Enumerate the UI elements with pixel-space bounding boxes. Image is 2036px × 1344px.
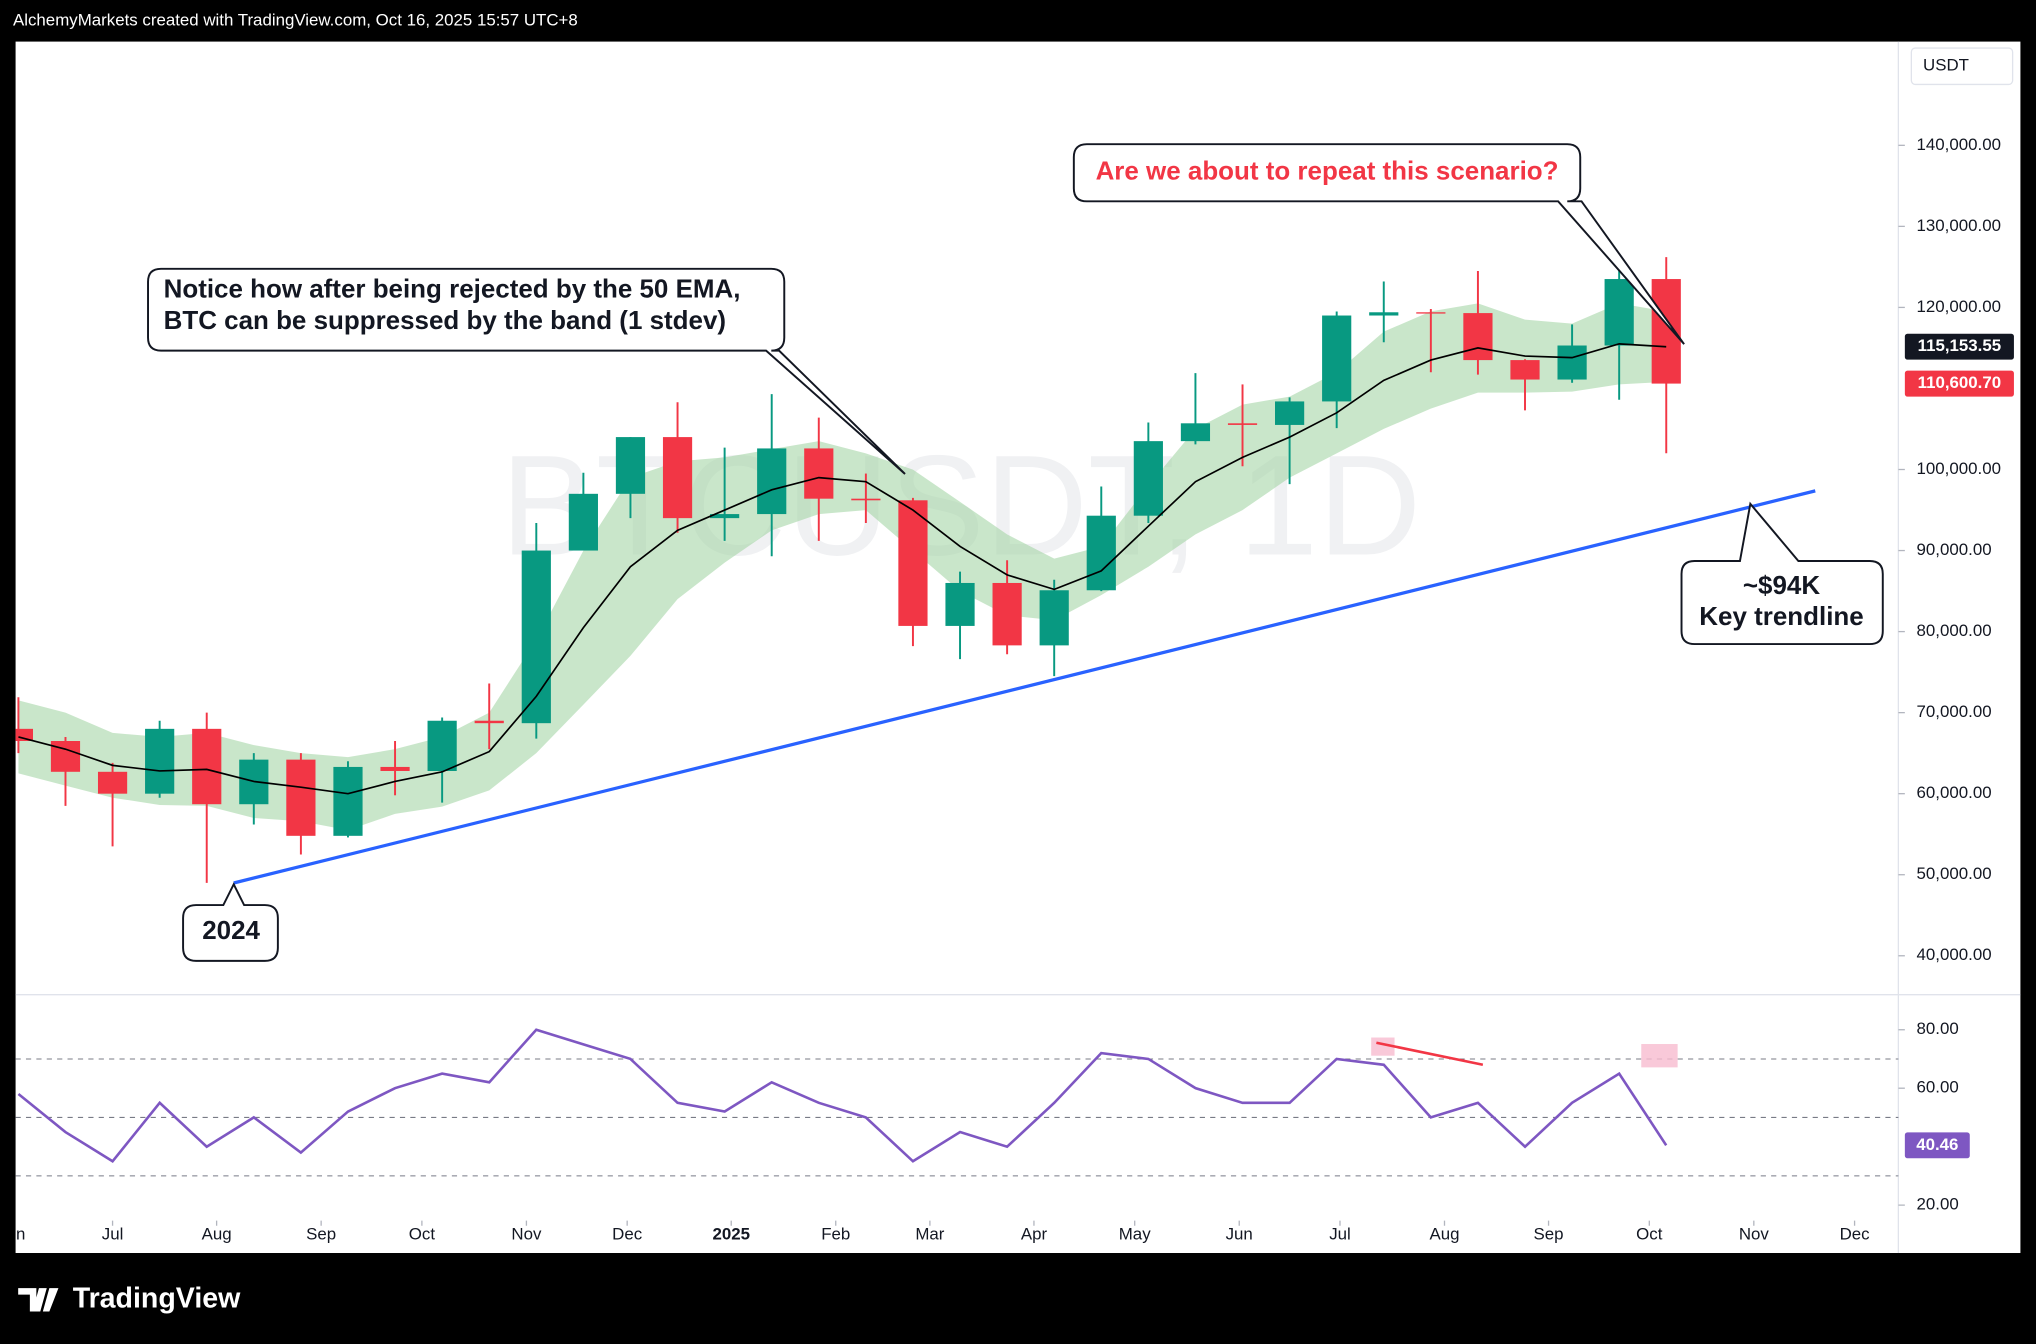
x-tick-label: Jul <box>1329 1224 1351 1243</box>
candle-body <box>1416 312 1446 314</box>
x-tick-label: Aug <box>202 1224 232 1243</box>
callout-box <box>1072 143 1685 345</box>
candle-body <box>1604 279 1634 346</box>
brand: TradingView <box>73 1282 241 1314</box>
price-tag-label: 110,600.70 <box>1918 373 2002 392</box>
chart-area <box>15 41 2021 1254</box>
candle-body <box>1369 312 1399 316</box>
candle-body <box>192 728 222 805</box>
y-tick-label: 20.00 <box>1917 1195 1959 1214</box>
x-tick-label: Apr <box>1021 1224 1048 1243</box>
y-tick-label: 40,000.00 <box>1917 945 1992 964</box>
x-tick-label: Jun <box>1226 1224 1253 1243</box>
currency: USDT <box>1923 56 1969 75</box>
x-tick-label: Jul <box>102 1224 124 1243</box>
candle-body <box>615 437 646 494</box>
x-tick-label: 2025 <box>712 1224 750 1243</box>
currency-box <box>1910 47 2014 86</box>
price-tag-label: 115,153.55 <box>1918 336 2002 355</box>
candle-body <box>992 582 1022 646</box>
price-tag <box>1904 333 2014 360</box>
y-tick-label: 80.00 <box>1917 1019 1959 1038</box>
y-tick-label: 130,000.00 <box>1917 216 2001 235</box>
brand-logo <box>18 1288 59 1312</box>
rsi-tag-label: 40.46 <box>1916 1135 1958 1154</box>
candle-body <box>1180 423 1211 442</box>
candle-body <box>1463 313 1493 361</box>
divergence-line <box>1376 1041 1484 1067</box>
rsi-tag <box>1904 1132 1970 1159</box>
x-tick-label: Oct <box>1636 1224 1663 1243</box>
y-tick-label: 90,000.00 <box>1917 540 1992 559</box>
rsi-line <box>17 1028 1668 1163</box>
candle-body <box>710 514 740 519</box>
highlight <box>1641 1044 1678 1068</box>
price-tag <box>1904 370 2014 397</box>
trendline <box>233 489 1816 885</box>
candle-body <box>1557 345 1587 380</box>
footer-bar <box>0 1253 2036 1344</box>
candle-body <box>1651 279 1681 384</box>
y-tick-label: 100,000.00 <box>1917 459 2001 478</box>
x-tick-label: Nov <box>511 1224 542 1243</box>
annotation-text: Are we about to repeat this scenario? <box>1096 156 1559 186</box>
x-tick-label: Nov <box>1739 1224 1770 1243</box>
x-tick-label: Dec <box>612 1224 642 1243</box>
x-tick-label: Feb <box>821 1224 850 1243</box>
annotation-text: 2024 <box>202 915 260 945</box>
y-tick-label: 50,000.00 <box>1917 864 1992 883</box>
candle-body <box>945 582 975 626</box>
x-tick-label: Sep <box>1534 1224 1564 1243</box>
x-tick-label: Jun <box>0 1224 25 1243</box>
y-tick-label: 140,000.00 <box>1917 135 2001 154</box>
y-tick-label: 60,000.00 <box>1917 783 1992 802</box>
x-tick-label: Dec <box>1840 1224 1870 1243</box>
candle-body <box>898 500 928 626</box>
candle-body <box>1227 423 1258 425</box>
candle-body <box>568 493 598 551</box>
candle-body <box>427 720 457 771</box>
annotation-text: Key trendline <box>1699 601 1863 631</box>
candle-body <box>333 766 363 836</box>
x-tick-label: Sep <box>306 1224 336 1243</box>
candle-body <box>1322 315 1352 402</box>
header: AlchemyMarkets created with TradingView.… <box>13 10 578 29</box>
candle-body <box>1086 515 1116 591</box>
annotation-text: Notice how after being rejected by the 5… <box>164 274 741 304</box>
y-tick-label: 70,000.00 <box>1917 702 1992 721</box>
x-tick-label: May <box>1119 1224 1151 1243</box>
candle-body <box>1510 360 1540 380</box>
candle-body <box>286 759 316 836</box>
candle-body <box>521 550 551 724</box>
candle-body <box>474 720 504 724</box>
candle-body <box>851 498 881 501</box>
x-tick-label: Mar <box>915 1224 944 1243</box>
candle-body <box>1039 590 1069 646</box>
y-tick-label: 120,000.00 <box>1917 297 2001 316</box>
ema-line <box>18 343 1667 795</box>
callout-box <box>1680 501 1884 646</box>
y-tick-label: 80,000.00 <box>1917 621 1992 640</box>
annotations: Notice how after being rejected by the 5… <box>147 143 1884 962</box>
candle-body <box>757 448 787 515</box>
candle-body <box>1133 441 1163 516</box>
candle-body <box>380 766 410 771</box>
x-tick-label: Oct <box>409 1224 436 1243</box>
callout-box <box>182 882 279 962</box>
y-tick-label: 60.00 <box>1917 1078 1959 1097</box>
candle-body <box>97 771 128 794</box>
candle-body <box>662 437 693 519</box>
annotation-text: ~$94K <box>1743 570 1820 600</box>
candle-body <box>804 448 834 499</box>
candle-body <box>145 728 175 794</box>
callout-box <box>147 267 906 475</box>
x-tick-label: Aug <box>1429 1224 1459 1243</box>
annotation-text: BTC can be suppressed by the band (1 std… <box>164 305 726 335</box>
candle-body <box>1275 401 1305 425</box>
plot: 40,000.00 50,000.00 60,000.00 70,000.00 80,0… <box>0 135 2014 1243</box>
band <box>18 303 1667 831</box>
